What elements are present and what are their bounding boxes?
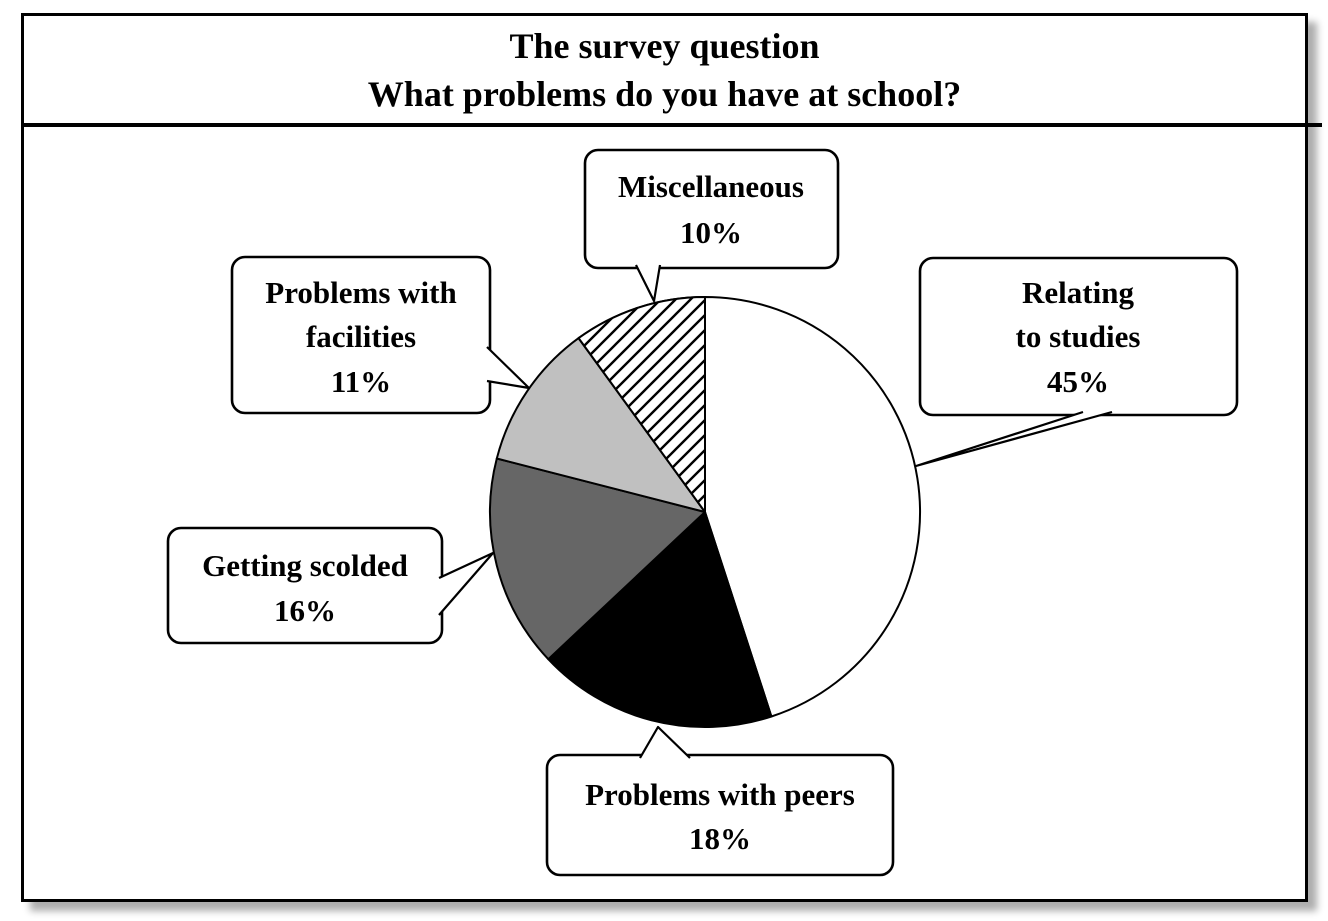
callout-pointer-miscellaneous — [635, 264, 662, 303]
callout-facilities: Problems with facilities 11% — [230, 255, 531, 415]
callout-pointer-peers — [639, 725, 691, 759]
pie-slice-relating-to-studies — [704, 296, 922, 718]
callout-label-scolded: Getting scolded — [202, 548, 408, 583]
callout-box-peers — [545, 753, 895, 877]
callout-value-studies: 45% — [1047, 364, 1109, 399]
pie-slice-miscellaneous-hatch — [577, 296, 706, 513]
callout-label-peers: Problems with peers — [585, 777, 855, 812]
title-divider-line — [21, 123, 1322, 127]
callout-pointer-facilities — [486, 346, 531, 390]
pie-slice-getting-scolded — [489, 457, 706, 661]
chart-title-line2: What problems do you have at school? — [367, 74, 962, 114]
callout-box-miscellaneous — [583, 148, 840, 270]
callout-studies: Relating to studies 45% — [914, 256, 1239, 468]
callout-label-studies-line2: to studies — [1016, 319, 1141, 354]
chart-title-line1: The survey question — [509, 26, 820, 66]
callout-peers: Problems with peers 18% — [545, 725, 895, 877]
callout-label-facilities-line2: facilities — [306, 319, 416, 354]
callout-value-scolded: 16% — [274, 593, 336, 628]
callout-label-studies-line1: Relating — [1022, 275, 1134, 310]
pie-slice-problems-with-facilities — [495, 337, 706, 513]
callout-value-miscellaneous: 10% — [680, 215, 742, 250]
callout-box-facilities — [230, 255, 492, 415]
callout-label-miscellaneous: Miscellaneous — [618, 169, 804, 204]
callout-label-facilities-line1: Problems with — [265, 275, 456, 310]
callout-pointer-scolded — [438, 551, 495, 616]
pie — [489, 296, 922, 728]
pie-slice-problems-with-peers — [547, 511, 773, 728]
callout-value-peers: 18% — [689, 821, 751, 856]
callout-miscellaneous: Miscellaneous 10% — [583, 148, 840, 303]
callout-pointer-studies — [914, 410, 1113, 468]
callout-value-facilities: 11% — [331, 364, 391, 399]
callout-scolded: Getting scolded 16% — [166, 526, 495, 645]
